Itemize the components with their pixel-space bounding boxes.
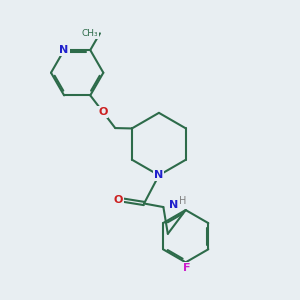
- Text: N: N: [169, 200, 178, 210]
- Text: F: F: [183, 263, 191, 273]
- Text: H: H: [179, 196, 186, 206]
- Text: O: O: [113, 195, 123, 205]
- Text: O: O: [98, 107, 107, 117]
- Text: N: N: [154, 170, 164, 180]
- Text: CH₃: CH₃: [82, 29, 98, 38]
- Text: N: N: [59, 45, 69, 55]
